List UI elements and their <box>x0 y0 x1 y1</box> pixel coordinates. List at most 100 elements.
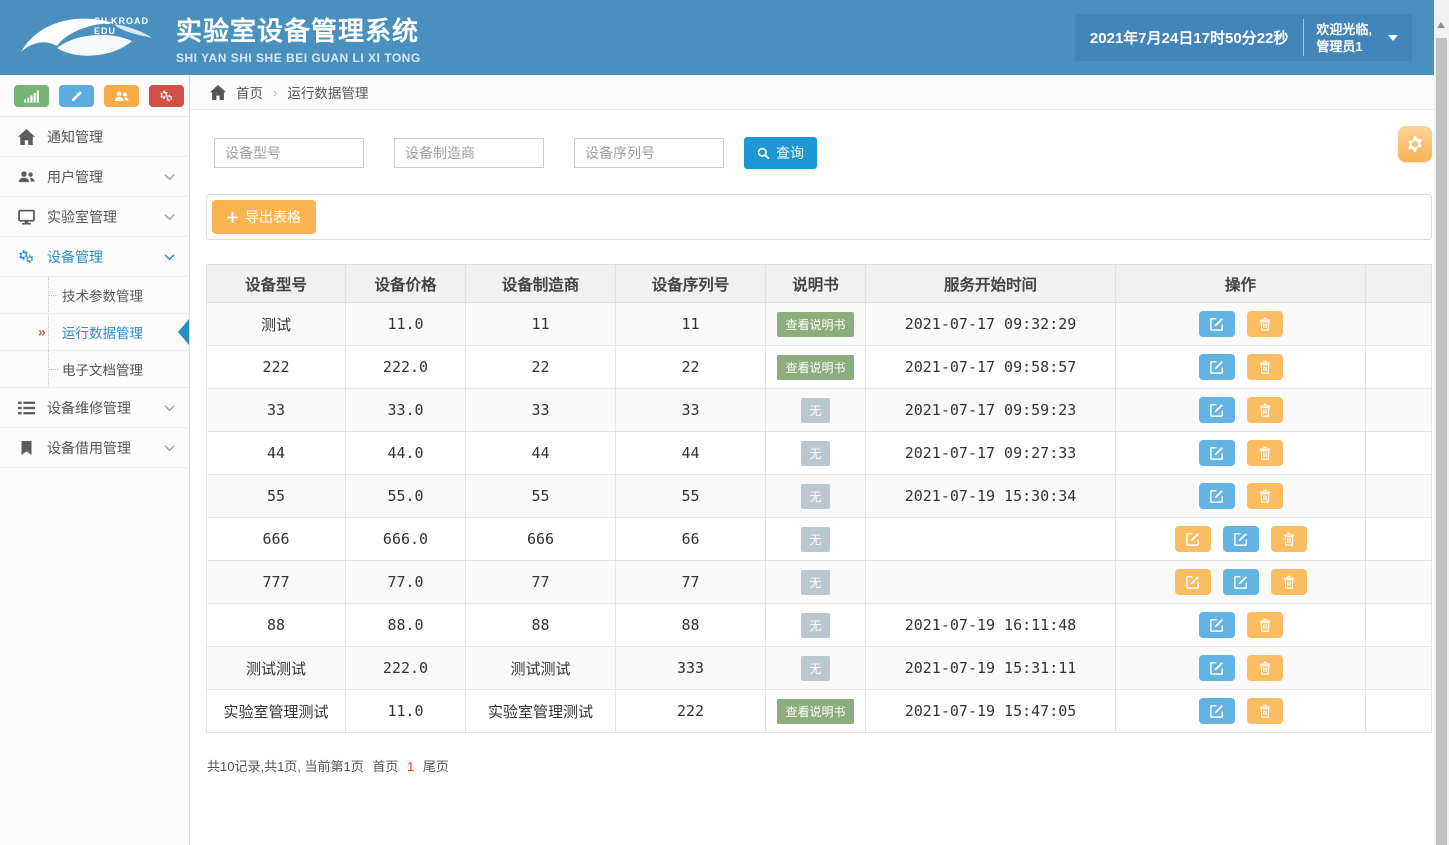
edit-button[interactable] <box>1198 612 1235 638</box>
pagination-last-link[interactable]: 尾页 <box>422 759 449 774</box>
scrollbar-thumb[interactable] <box>1436 38 1447 845</box>
view-manual-button[interactable]: 查看说明书 <box>777 354 854 380</box>
cell-model: 44 <box>206 431 346 475</box>
pagination-first-link[interactable]: 首页 <box>372 759 399 774</box>
edit-button[interactable] <box>1198 698 1235 724</box>
cell-start-time <box>865 560 1116 604</box>
sidebar-item-label: 通知管理 <box>47 128 103 145</box>
view-manual-button[interactable]: 查看说明书 <box>777 698 854 724</box>
delete-button[interactable] <box>1246 311 1283 337</box>
query-button[interactable]: 查询 <box>744 137 817 169</box>
export-table-button[interactable]: 导出表格 <box>212 200 316 234</box>
edit-alt-button[interactable] <box>1174 569 1211 595</box>
edit-button[interactable] <box>1198 311 1235 337</box>
manufacturer-search-input[interactable] <box>394 138 544 168</box>
cell-serial: 44 <box>615 431 766 475</box>
cell-model: 666 <box>206 517 346 561</box>
delete-button[interactable] <box>1246 397 1283 423</box>
trash-icon <box>1258 446 1272 460</box>
scroll-up-arrow-icon[interactable] <box>1437 22 1445 28</box>
pagination-current-page[interactable]: 1 <box>407 759 415 774</box>
edit-button[interactable] <box>1198 354 1235 380</box>
vertical-scrollbar[interactable] <box>1434 0 1449 845</box>
no-manual-badge: 无 <box>801 526 830 552</box>
user-dropdown[interactable]: 欢迎光临, 管理员1 <box>1304 14 1412 61</box>
quick-settings-button[interactable] <box>149 85 184 107</box>
cell-serial: 333 <box>615 646 766 690</box>
edit-button[interactable] <box>1198 655 1235 681</box>
breadcrumb-current: 运行数据管理 <box>287 86 369 101</box>
dotted-stub-icon <box>48 369 58 370</box>
model-search-input[interactable] <box>214 138 364 168</box>
edit-button[interactable] <box>1198 397 1235 423</box>
cell-actions <box>1115 517 1366 561</box>
sidebar-item[interactable]: 设备维修管理 <box>0 388 189 428</box>
delete-button[interactable] <box>1270 569 1307 595</box>
signal-icon <box>24 89 39 103</box>
settings-fab-button[interactable] <box>1398 126 1432 162</box>
sidebar: 通知管理用户管理 实验室管理 设备管理 技术参数管理 » 运行数据管理 电子文档管理 设备维修… <box>0 75 190 845</box>
no-manual-badge: 无 <box>801 569 830 595</box>
edit-icon <box>1233 575 1248 589</box>
sidebar-item[interactable]: 设备管理 <box>0 237 189 277</box>
cell-manual: 查看说明书 <box>765 689 866 733</box>
sidebar-subitem[interactable]: » 运行数据管理 <box>0 314 189 351</box>
quick-stats-button[interactable] <box>14 85 49 107</box>
trash-icon <box>1258 489 1272 503</box>
delete-button[interactable] <box>1246 612 1283 638</box>
list-icon <box>18 400 35 416</box>
home-icon[interactable] <box>210 84 226 100</box>
edit-icon <box>1209 618 1224 632</box>
cell-actions <box>1115 388 1366 432</box>
cell-price: 55.0 <box>345 474 466 518</box>
edit-button[interactable] <box>1198 483 1235 509</box>
table-row: 777 77.0 77 77 无 <box>206 560 1432 604</box>
delete-button[interactable] <box>1246 483 1283 509</box>
cell-actions <box>1115 603 1366 647</box>
cell-manual: 无 <box>765 474 866 518</box>
cell-serial: 77 <box>615 560 766 604</box>
delete-button[interactable] <box>1246 440 1283 466</box>
quick-edit-button[interactable] <box>59 85 94 107</box>
logo: SILKROAD EDU <box>18 8 173 68</box>
cell-manufacturer: 44 <box>465 431 616 475</box>
toolbar-panel: 导出表格 <box>206 194 1432 240</box>
delete-button[interactable] <box>1246 698 1283 724</box>
username: 管理员1 <box>1316 38 1363 54</box>
sidebar-item[interactable]: 通知管理 <box>0 117 189 157</box>
table-row: 55 55.0 55 55 无 2021-07-19 15:30:34 <box>206 474 1432 518</box>
search-form: 查询 <box>214 137 1434 169</box>
sidebar-subitem[interactable]: 电子文档管理 <box>0 351 189 388</box>
sidebar-subitem[interactable]: 技术参数管理 <box>0 277 189 314</box>
cell-serial: 11 <box>615 302 766 346</box>
table-row: 44 44.0 44 44 无 2021-07-17 09:27:33 <box>206 431 1432 475</box>
dotted-stub-icon <box>48 295 58 296</box>
cell-model: 测试 <box>206 302 346 346</box>
delete-button[interactable] <box>1246 655 1283 681</box>
breadcrumb-home-link[interactable]: 首页 <box>236 86 263 101</box>
table-row: 测试 11.0 11 11 查看说明书 2021-07-17 09:32:29 <box>206 302 1432 346</box>
edit-button[interactable] <box>1198 440 1235 466</box>
header-divider <box>1303 19 1305 56</box>
edit-alt-button[interactable] <box>1174 526 1211 552</box>
cell-manufacturer: 55 <box>465 474 616 518</box>
edit-icon <box>1209 317 1224 331</box>
delete-button[interactable] <box>1270 526 1307 552</box>
query-button-label: 查询 <box>776 145 804 161</box>
serial-search-input[interactable] <box>574 138 724 168</box>
cell-model: 测试测试 <box>206 646 346 690</box>
cell-empty <box>1365 474 1432 518</box>
sidebar-item[interactable]: 实验室管理 <box>0 197 189 237</box>
column-header: 设备制造商 <box>465 264 616 303</box>
export-button-label: 导出表格 <box>245 209 301 225</box>
edit-button[interactable] <box>1222 569 1259 595</box>
sidebar-item[interactable]: 用户管理 <box>0 157 189 197</box>
sidebar-item[interactable]: 设备借用管理 <box>0 428 189 468</box>
edit-button[interactable] <box>1222 526 1259 552</box>
view-manual-button[interactable]: 查看说明书 <box>777 311 854 337</box>
breadcrumb: 首页 › 运行数据管理 <box>190 75 1434 110</box>
cell-actions <box>1115 689 1366 733</box>
quick-users-button[interactable] <box>104 85 139 107</box>
cell-empty <box>1365 302 1432 346</box>
delete-button[interactable] <box>1246 354 1283 380</box>
